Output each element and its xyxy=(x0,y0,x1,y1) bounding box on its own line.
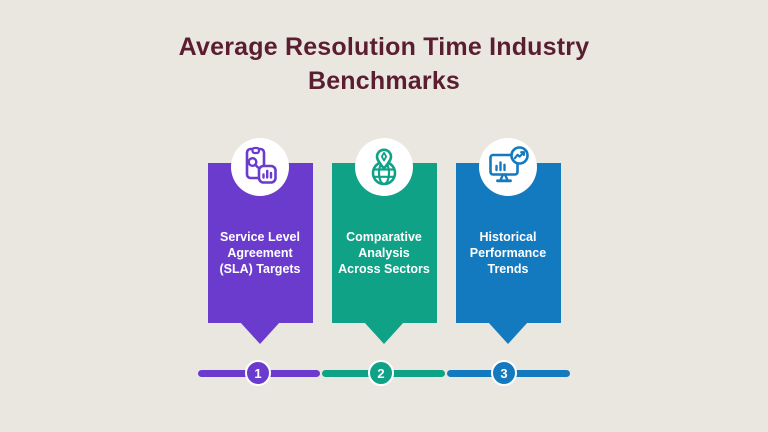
globe-pin-icon xyxy=(371,148,397,186)
timeline-segment-1 xyxy=(198,370,320,377)
card-label: Service Level Agreement (SLA) Targets xyxy=(219,229,300,277)
card-label-line: (SLA) Targets xyxy=(219,262,301,276)
card-label-line: Service Level xyxy=(220,230,300,244)
card-pointer-tail xyxy=(364,322,404,344)
card-icon-badge xyxy=(231,138,289,196)
card-label-line: Across Sectors xyxy=(338,262,430,276)
card-label-line: Trends xyxy=(487,262,529,276)
card-historical-trends: Historical Performance Trends xyxy=(455,138,561,344)
card-icon-badge xyxy=(479,138,537,196)
card-pointer-tail xyxy=(240,322,280,344)
card-label-line: Historical xyxy=(479,230,537,244)
card-label-line: Agreement xyxy=(227,246,293,260)
card-comparative-analysis: Comparative Analysis Across Sectors xyxy=(331,138,437,344)
card-label: Historical Performance Trends xyxy=(470,229,546,277)
step-marker-1: 1 xyxy=(245,360,271,386)
step-marker-2: 2 xyxy=(368,360,394,386)
card-label-line: Analysis xyxy=(358,246,410,260)
card-pointer-tail xyxy=(488,322,528,344)
card-label-line: Performance xyxy=(469,246,547,260)
page-title: Average Resolution Time Industry Benchma… xyxy=(178,33,590,95)
timeline-segment-3 xyxy=(447,370,570,377)
benchmark-cards: Service Level Agreement (SLA) Targets Co… xyxy=(0,138,768,344)
card-icon-badge xyxy=(355,138,413,196)
card-label-line: Comparative xyxy=(346,230,422,244)
step-marker-3: 3 xyxy=(491,360,517,386)
phone-analytics-icon xyxy=(245,146,277,184)
monitor-trend-icon xyxy=(489,146,529,183)
card-label: Comparative Analysis Across Sectors xyxy=(338,229,430,277)
timeline-segment-2 xyxy=(322,370,445,377)
card-sla-targets: Service Level Agreement (SLA) Targets xyxy=(207,138,313,344)
